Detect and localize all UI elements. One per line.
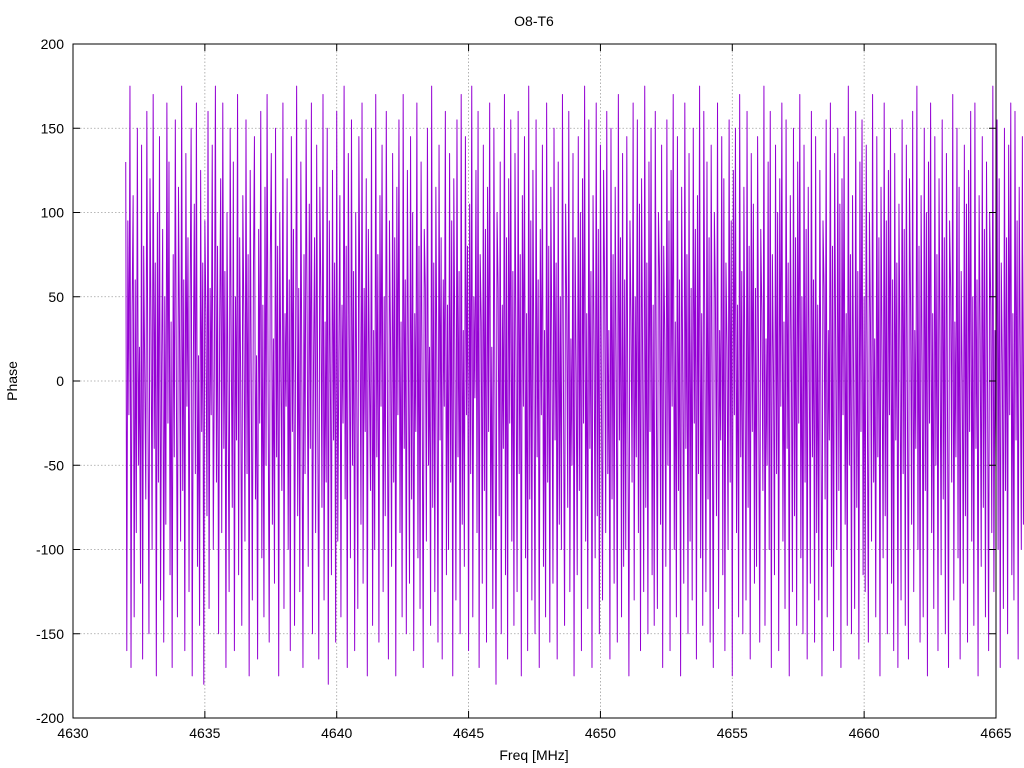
series-layer — [125, 85, 1024, 685]
x-axis-label: Freq [MHz] — [499, 747, 568, 763]
x-tick-label: 4640 — [321, 725, 352, 741]
y-tick-label: 50 — [48, 289, 64, 305]
y-tick-label: 0 — [56, 373, 64, 389]
x-tick-label: 4665 — [980, 725, 1011, 741]
y-tick-label: -200 — [36, 710, 64, 726]
chart-title: O8-T6 — [514, 13, 554, 29]
x-tick-label: 4635 — [189, 725, 220, 741]
y-axis-label: Phase — [4, 361, 20, 401]
y-tick-label: 200 — [41, 36, 65, 52]
x-tick-label: 4650 — [585, 725, 616, 741]
y-tick-label: 100 — [41, 205, 65, 221]
y-tick-labels: -200 -150 -100 -50 0 50 100 150 200 — [36, 36, 64, 726]
phase-series-line — [125, 85, 1024, 685]
y-tick-label: -50 — [44, 457, 64, 473]
y-tick-label: 150 — [41, 120, 65, 136]
y-tick-label: -100 — [36, 542, 64, 558]
x-tick-label: 4655 — [717, 725, 748, 741]
x-tick-label: 4645 — [453, 725, 484, 741]
x-tick-label: 4630 — [57, 725, 88, 741]
x-tick-labels: 4630 4635 4640 4645 4650 4655 4660 4665 — [57, 725, 1011, 741]
y-tick-label: -150 — [36, 626, 64, 642]
axis-ticks — [72, 43, 997, 719]
x-tick-label: 4660 — [849, 725, 880, 741]
